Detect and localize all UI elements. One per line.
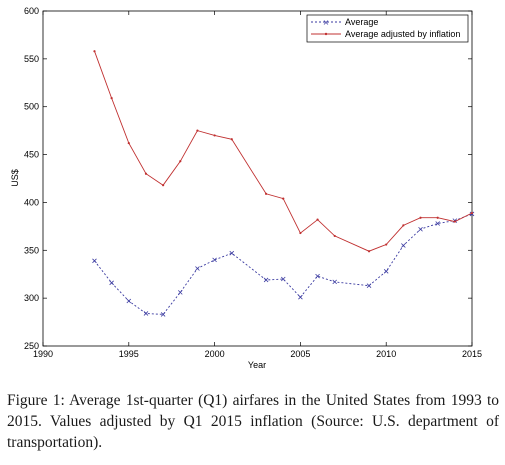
y-tick-label: 600 [24,6,39,16]
data-point-average [143,311,149,316]
data-point-average [332,279,338,285]
x-axis: 1990 1995 2000 2005 2010 2015 [33,11,482,359]
y-tick-label: 300 [24,293,39,303]
y-tick-label: 550 [24,54,39,64]
figure-caption-text: Average 1st-quarter (Q1) airfares in the… [7,392,500,451]
data-point-adjusted [299,231,302,235]
legend-marker-adjusted [324,32,328,36]
data-point-adjusted [333,234,336,238]
data-point-adjusted [110,97,113,100]
data-point-average [315,273,320,279]
data-point-adjusted [93,50,96,53]
x-axis-label: Year [248,360,266,370]
data-point-average [383,269,389,274]
series-line-average [94,213,473,315]
series-line-adjusted [94,51,473,252]
data-point-average [212,257,217,263]
data-point-average [366,283,372,288]
y-tick-label: 350 [24,245,39,255]
y-axis-label: US$ [10,169,20,187]
data-point-adjusted [230,138,233,141]
data-point-average [109,280,114,286]
data-point-adjusted [213,134,216,137]
data-point-average [401,243,406,248]
data-point-average [229,250,235,256]
data-point-average [263,277,269,283]
data-point-adjusted [127,141,130,145]
legend: × Average Average adjusted by inflation [306,14,469,43]
series-layer [92,50,475,317]
data-point-average [126,298,132,304]
data-point-adjusted [453,220,456,223]
x-tick-label: 2015 [462,349,482,359]
plot-area-frame [42,10,473,347]
data-point-adjusted [179,160,182,163]
data-point-average [195,266,200,271]
data-point-average [435,221,440,226]
y-tick-label: 250 [24,341,39,351]
data-point-adjusted [264,192,268,195]
data-point-average [177,290,183,295]
line-chart: 250 300 350 400 450 500 550 600 1990 1995 2000 200… [10,6,482,370]
figure-caption: Figure 1: Average 1st-quarter (Q1) airfa… [7,390,499,453]
x-tick-label: 2010 [376,349,396,359]
data-point-average [418,226,423,232]
data-point-average [160,312,166,317]
data-point-adjusted [402,224,405,227]
data-point-adjusted [367,250,371,253]
y-axis: 250 300 350 400 450 500 550 600 [24,6,472,351]
data-point-adjusted [419,216,422,219]
data-point-adjusted [385,243,388,246]
legend-label-adjusted: Average adjusted by inflation [345,29,460,39]
x-tick-label: 1990 [33,349,53,359]
legend-marker-average: × [323,18,330,27]
data-point-adjusted [470,211,474,215]
data-point-adjusted [316,218,319,221]
x-tick-label: 1995 [119,349,139,359]
figure-caption-label: Figure 1: [7,392,65,409]
y-tick-label: 450 [24,150,39,160]
legend-label-average: Average [345,17,378,27]
x-tick-label: 2000 [205,349,225,359]
data-point-average [280,276,286,282]
data-point-adjusted [436,216,439,219]
data-point-adjusted [162,184,165,187]
data-point-adjusted [196,129,199,132]
data-point-adjusted [144,172,148,175]
legend-box [306,14,469,43]
x-tick-label: 2005 [290,349,310,359]
data-point-adjusted [282,197,285,200]
y-tick-label: 400 [24,197,39,207]
y-tick-label: 500 [24,102,39,112]
data-point-average [298,294,303,300]
data-point-average [92,258,97,264]
